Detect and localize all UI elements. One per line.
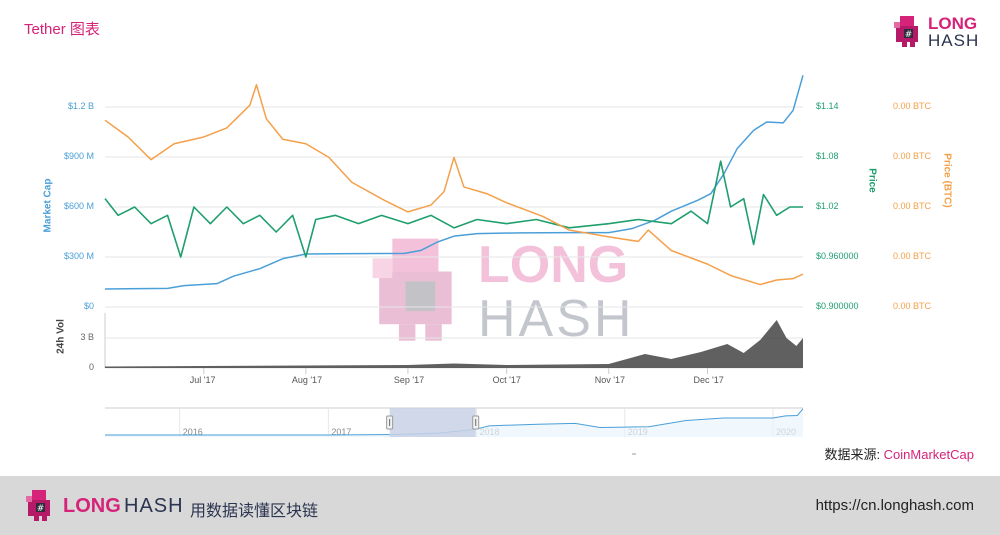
market-cap-tick: $900 M: [63, 151, 94, 161]
price-axis-label: Price: [866, 168, 878, 193]
footer-mascot-icon: #: [26, 490, 50, 521]
footer-logo-long: LONG: [63, 495, 121, 517]
brand-logo-top: # LONG HASH: [894, 14, 994, 50]
chart-title: Tether 图表: [24, 21, 100, 38]
x-tick-label: Aug '17: [291, 375, 323, 385]
source-label: 数据来源:: [824, 447, 884, 462]
price-btc-tick: 0.00 BTC: [893, 101, 932, 111]
series-line-price-usd: [104, 160, 803, 258]
price-btc-tick: 0.00 BTC: [893, 151, 932, 161]
navigator-selection[interactable]: [389, 408, 476, 437]
x-tick-label: Oct '17: [492, 375, 521, 385]
price-tick: $1.14: [816, 101, 839, 111]
logo-word-long: LONG: [928, 14, 978, 33]
footer-logo-hash: HASH: [124, 495, 184, 517]
market-cap-tick: $600 M: [63, 201, 94, 211]
volume-area: [105, 320, 803, 368]
series-line-price-btc: [104, 83, 804, 286]
svg-text:#: #: [905, 30, 913, 40]
svg-text:#: #: [37, 504, 45, 514]
price-btc-axis-label: Price (BTC): [941, 153, 953, 208]
price-btc-tick: 0.00 BTC: [893, 301, 932, 311]
watermark-text: LONG HASH: [478, 238, 634, 346]
logo-word-hash: HASH: [928, 31, 980, 50]
navigator-year-label: 2016: [183, 427, 203, 437]
market-cap-tick: $0: [83, 301, 94, 311]
chart-canvas[interactable]: 20162017201820192020: [0, 0, 1000, 470]
market-cap-tick: $300 M: [63, 251, 94, 261]
market-cap-tick: $1.2 B: [67, 101, 94, 111]
volume-tick: 0: [88, 362, 94, 372]
navigator-line: [104, 408, 804, 436]
x-tick-label: Nov '17: [594, 375, 625, 385]
price-tick: $0.960000: [816, 251, 859, 261]
price-tick: $1.02: [816, 201, 839, 211]
navigator-area: [105, 408, 803, 437]
x-tick-label: Jul '17: [189, 375, 216, 385]
longhash-mascot-icon: #: [894, 16, 918, 47]
volume-tick: 3 B: [80, 332, 94, 342]
price-btc-tick: 0.00 BTC: [893, 251, 932, 261]
watermark-hash: HASH: [478, 290, 635, 348]
price-tick: $1.08: [816, 151, 839, 161]
x-tick-label: Dec '17: [693, 375, 724, 385]
market-cap-axis-label: Market Cap: [42, 178, 54, 233]
x-tick-label: Sep '17: [393, 375, 425, 385]
watermark: [372, 232, 632, 347]
navigator-year-label: 2017: [331, 427, 351, 437]
footer-slogan: 用数据读懂区块链: [190, 503, 319, 520]
data-source: 数据来源: CoinMarketCap: [824, 444, 974, 463]
volume-axis-label: 24h Vol: [55, 319, 67, 354]
price-tick: $0.900000: [816, 301, 859, 311]
source-link[interactable]: CoinMarketCap: [883, 447, 974, 462]
price-btc-tick: 0.00 BTC: [893, 201, 932, 211]
watermark-long: LONG: [478, 236, 629, 294]
watermark-mascot-icon: [372, 238, 452, 341]
footer-bar: # LONG HASH 用数据读懂区块链 https://cn.longhash…: [0, 476, 1000, 535]
footer-url[interactable]: https://cn.longhash.com: [815, 497, 974, 514]
